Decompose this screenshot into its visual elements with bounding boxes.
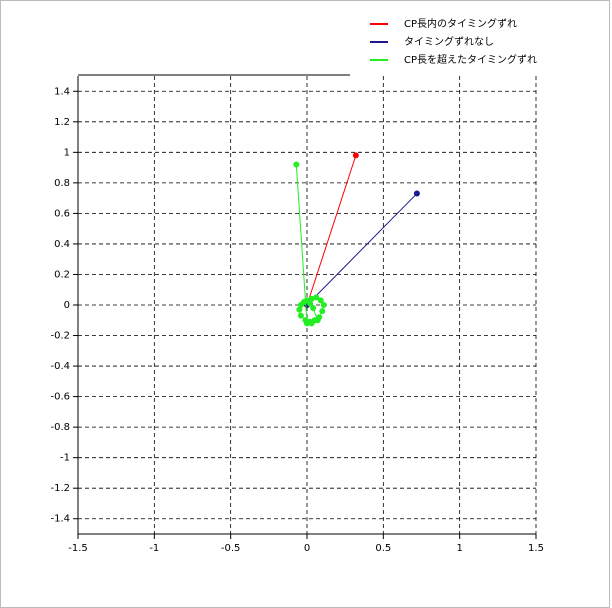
legend-label: CP長内のタイミングずれ: [404, 17, 517, 30]
point: [304, 320, 310, 327]
legend-label: CP長を超えたタイミングずれ: [404, 53, 537, 66]
x-tick-label: 0.5: [375, 543, 391, 554]
x-tick-label: 0: [304, 543, 310, 554]
point: [293, 161, 300, 168]
x-tick-label: 1.5: [528, 543, 544, 554]
point: [320, 302, 327, 308]
point: [297, 312, 304, 319]
y-tick-label: 1.4: [54, 86, 70, 97]
y-tick-label: 0.2: [54, 269, 70, 280]
series-line: [306, 155, 357, 306]
point: [308, 295, 315, 302]
y-tick-label: -1: [60, 453, 70, 464]
y-tick-label: -0.8: [50, 422, 70, 433]
y-tick-label: -0.6: [50, 392, 70, 403]
point: [413, 190, 420, 197]
point: [307, 300, 314, 307]
x-tick-label: 1: [456, 543, 462, 554]
point: [352, 152, 359, 159]
y-tick-label: 0: [64, 300, 70, 311]
x-tick-label: -1: [149, 543, 159, 554]
y-tick-label: -0.2: [50, 331, 70, 342]
point: [308, 320, 315, 327]
y-tick-label: -1.4: [50, 514, 70, 525]
y-tick-label: 1: [64, 147, 70, 158]
y-tick-label: 0.8: [54, 178, 70, 189]
point: [310, 305, 317, 312]
series-line: [306, 193, 418, 306]
y-tick-label: -0.4: [50, 361, 70, 372]
y-tick-label: 0.6: [54, 208, 70, 219]
y-tick-label: 1.2: [54, 117, 70, 128]
y-tick-label: 0.4: [54, 239, 70, 250]
point: [296, 306, 303, 313]
legend-label: タイミングずれなし: [404, 35, 494, 48]
point: [314, 317, 321, 324]
y-tick-label: -1.2: [50, 483, 70, 494]
point: [317, 297, 324, 304]
x-tick-label: -0.5: [221, 543, 241, 554]
point: [319, 308, 326, 315]
x-tick-label: -1.5: [68, 543, 88, 554]
point: [313, 294, 320, 301]
